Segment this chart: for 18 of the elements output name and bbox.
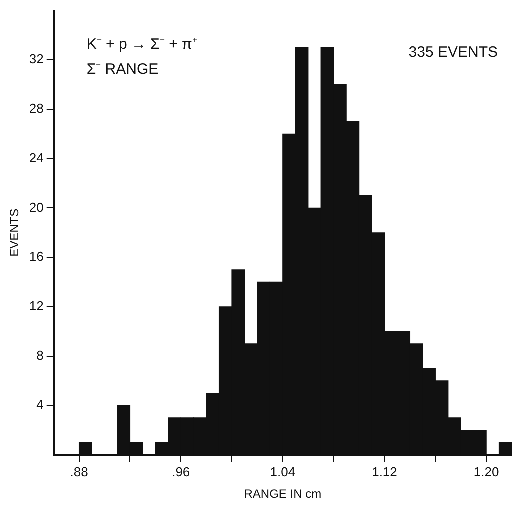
x-tick-label: .88 — [70, 464, 88, 480]
y-tick-label: 16 — [29, 249, 44, 264]
x-tick-label: 1.12 — [372, 464, 398, 480]
annotation: Σ⁻ RANGE — [86, 60, 159, 78]
x-tick-label: .96 — [172, 464, 190, 480]
y-axis-title: EVENTS — [8, 208, 22, 257]
y-tick-label: 8 — [36, 348, 44, 363]
x-tick-label: 1.20 — [474, 464, 500, 480]
y-tick-label: 12 — [29, 298, 44, 314]
y-tick-label: 32 — [29, 52, 44, 67]
y-tick-label: 4 — [36, 397, 44, 412]
y-tick-label: 24 — [29, 150, 44, 166]
y-tick-label: 20 — [29, 200, 44, 215]
annotation: K⁻ + p → Σ⁻ + π⁺ — [86, 36, 198, 53]
annotation: 335 EVENTS — [408, 44, 498, 61]
x-axis-title: RANGE IN cm — [244, 487, 322, 502]
x-tick-label: 1.04 — [270, 464, 296, 480]
y-tick-label: 28 — [29, 101, 44, 116]
